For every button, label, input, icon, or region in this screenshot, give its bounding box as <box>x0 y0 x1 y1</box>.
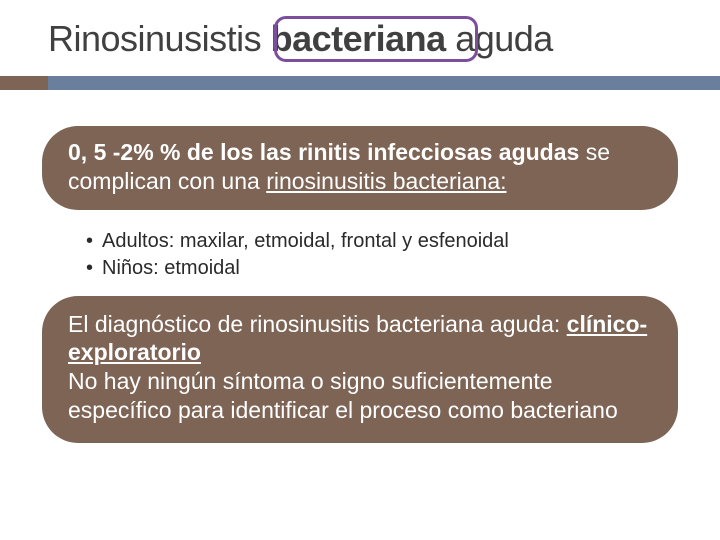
diagnosis-line2: No hay ningún síntoma o signo suficiente… <box>68 368 618 423</box>
stat-pill-underlined: rinosinusitis bacteriana: <box>266 168 506 194</box>
stat-pill-bold: 0, 5 -2% % de los las rinitis infecciosa… <box>68 139 579 165</box>
stat-pill: 0, 5 -2% % de los las rinitis infecciosa… <box>42 126 678 210</box>
accent-bar-left <box>0 76 48 90</box>
list-item: Niños: etmoidal <box>86 255 678 282</box>
bullet-list: Adultos: maxilar, etmoidal, frontal y es… <box>42 224 678 296</box>
title-highlight-box <box>274 16 478 62</box>
diagnosis-pill: El diagnóstico de rinosinusitis bacteria… <box>42 296 678 443</box>
diagnosis-line1a: El diagnóstico de rinosinusitis bacteria… <box>68 311 567 337</box>
list-item: Adultos: maxilar, etmoidal, frontal y es… <box>86 228 678 255</box>
title-area: Rinosinusistis bacteriana aguda <box>0 0 720 60</box>
accent-bar <box>0 76 720 90</box>
accent-bar-right <box>48 76 720 90</box>
content-area: 0, 5 -2% % de los las rinitis infecciosa… <box>0 90 720 443</box>
title-part1: Rinosinusistis <box>48 18 271 59</box>
